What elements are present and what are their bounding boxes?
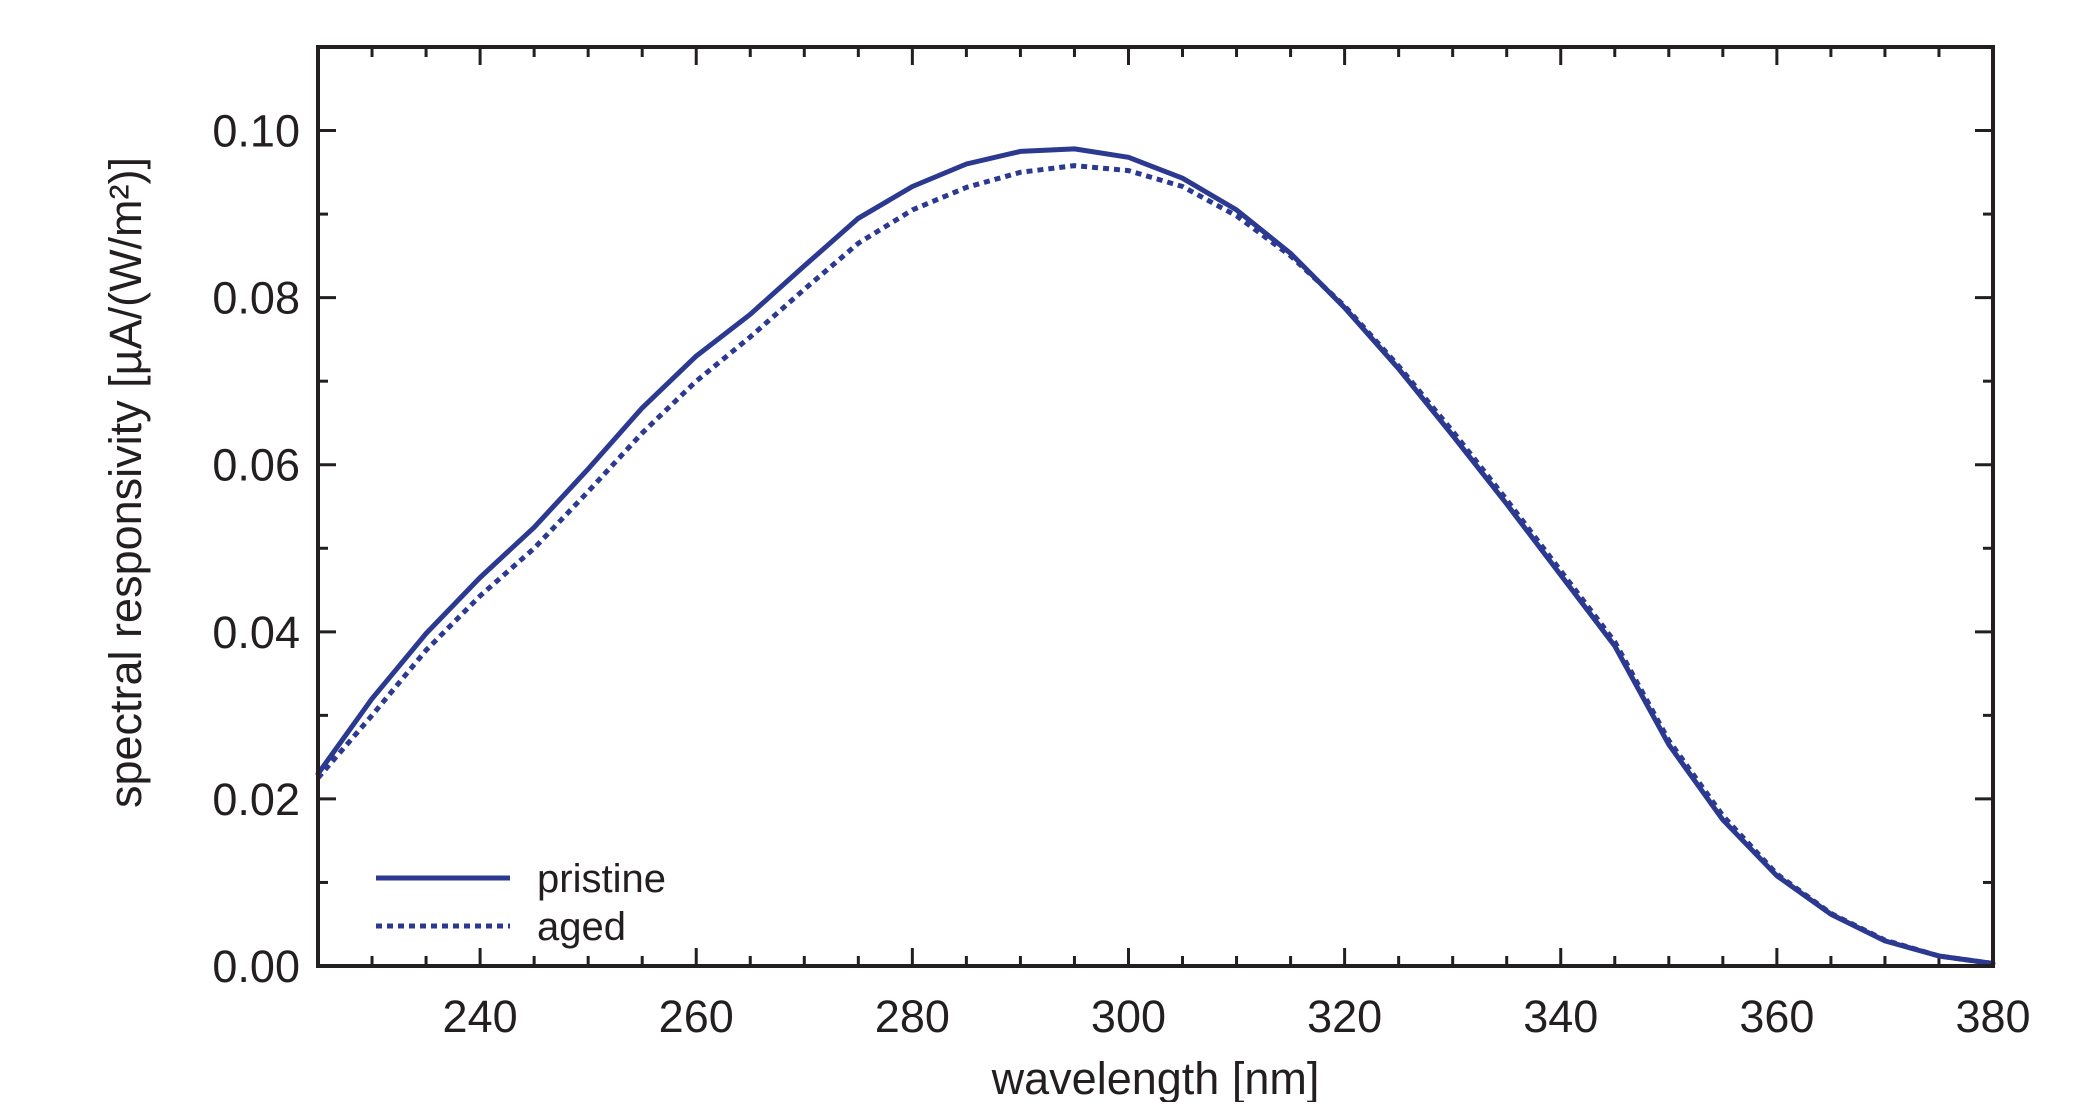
y-tick-label: 0.00 — [212, 941, 300, 992]
x-tick-label: 360 — [1739, 991, 1814, 1042]
legend-label-pristine: pristine — [537, 857, 666, 901]
y-tick-label: 0.02 — [212, 774, 300, 825]
series-lines — [315, 146, 1996, 966]
series-line-pristine — [315, 146, 1996, 966]
x-tick-label: 340 — [1523, 991, 1598, 1042]
x-tick-label: 280 — [875, 991, 950, 1042]
y-tick-label: 0.10 — [212, 106, 300, 157]
x-tick-label: 380 — [1955, 991, 2030, 1042]
x-tick-label: 320 — [1307, 991, 1382, 1042]
x-tick-label: 240 — [443, 991, 518, 1042]
series-line-aged — [316, 163, 1994, 966]
x-tick-label: 260 — [659, 991, 734, 1042]
y-tick-label: 0.08 — [212, 273, 300, 324]
plot-area-frame — [316, 45, 1995, 968]
y-tick-label: 0.06 — [212, 440, 300, 491]
y-tick-label: 0.04 — [212, 607, 300, 658]
x-axis-title: wavelength [nm] — [991, 1053, 1320, 1102]
legend-label-aged: aged — [537, 905, 626, 949]
tick-labels: 240 260 280 300 320 340 360 380 0.00 0.02 0.04 0.06… — [212, 106, 2030, 1042]
axis-ticks — [316, 45, 1995, 968]
y-axis-title: spectral responsivity [µA/(W/m²)] — [100, 157, 151, 808]
x-tick-label: 300 — [1091, 991, 1166, 1042]
